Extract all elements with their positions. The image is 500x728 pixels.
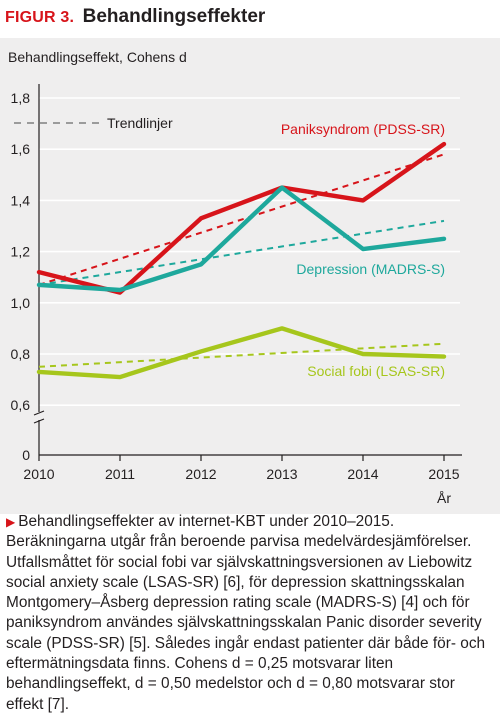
x-axis-label: År bbox=[437, 490, 451, 506]
trend-line bbox=[38, 153, 445, 286]
figure-label: FIGUR 3. bbox=[5, 9, 75, 26]
y-tick-label: 1,0 bbox=[11, 295, 31, 311]
y-tick-label: 0,8 bbox=[11, 346, 31, 362]
x-tick-label: 2011 bbox=[105, 466, 135, 482]
caption-text: Behandlingseffekter av internet-KBT unde… bbox=[6, 513, 486, 713]
axis-break-mark bbox=[33, 410, 45, 416]
series-line bbox=[36, 185, 447, 293]
trend-line bbox=[38, 219, 445, 286]
x-tick-label: 2013 bbox=[266, 466, 297, 482]
y-tick-label: 0 bbox=[22, 447, 30, 463]
trend-line bbox=[38, 342, 445, 368]
y-tick-label: 1,2 bbox=[11, 244, 31, 260]
x-tick-label: 2010 bbox=[23, 466, 54, 482]
axis-break-mark bbox=[33, 418, 45, 424]
series-label: Paniksyndrom (PDSS-SR) bbox=[281, 121, 445, 137]
x-tick-label: 2014 bbox=[347, 466, 378, 482]
legend-label: Trendlinjer bbox=[107, 115, 173, 131]
series-label: Depression (MADRS-S) bbox=[296, 261, 445, 277]
y-tick-label: 0,6 bbox=[11, 397, 31, 413]
y-tick-label: 1,8 bbox=[11, 90, 31, 106]
chart-area: Behandlingseffekt, Cohens d 0 0,6 0,8 1,0 1,2… bbox=[0, 38, 500, 514]
y-axis-label: Behandlingseffekt, Cohens d bbox=[8, 49, 187, 65]
y-tick-label: 1,4 bbox=[11, 192, 31, 208]
x-tick-label: 2015 bbox=[428, 466, 459, 482]
x-tick-label: 2012 bbox=[185, 466, 216, 482]
y-tick-label: 1,6 bbox=[11, 141, 31, 157]
figure-title: Behandlingseffekter bbox=[82, 6, 266, 27]
figure-caption: ▶ Behandlingseffekter av internet-KBT und… bbox=[6, 512, 494, 715]
series-line bbox=[36, 326, 447, 380]
line-chart: Behandlingseffekt, Cohens d 0 0,6 0,8 1,0 1,2… bbox=[8, 49, 462, 506]
caption-marker-icon: ▶ bbox=[6, 515, 16, 529]
figure-header: FIGUR 3. Behandlingseffekter bbox=[5, 6, 265, 28]
series-label: Social fobi (LSAS-SR) bbox=[307, 363, 445, 379]
